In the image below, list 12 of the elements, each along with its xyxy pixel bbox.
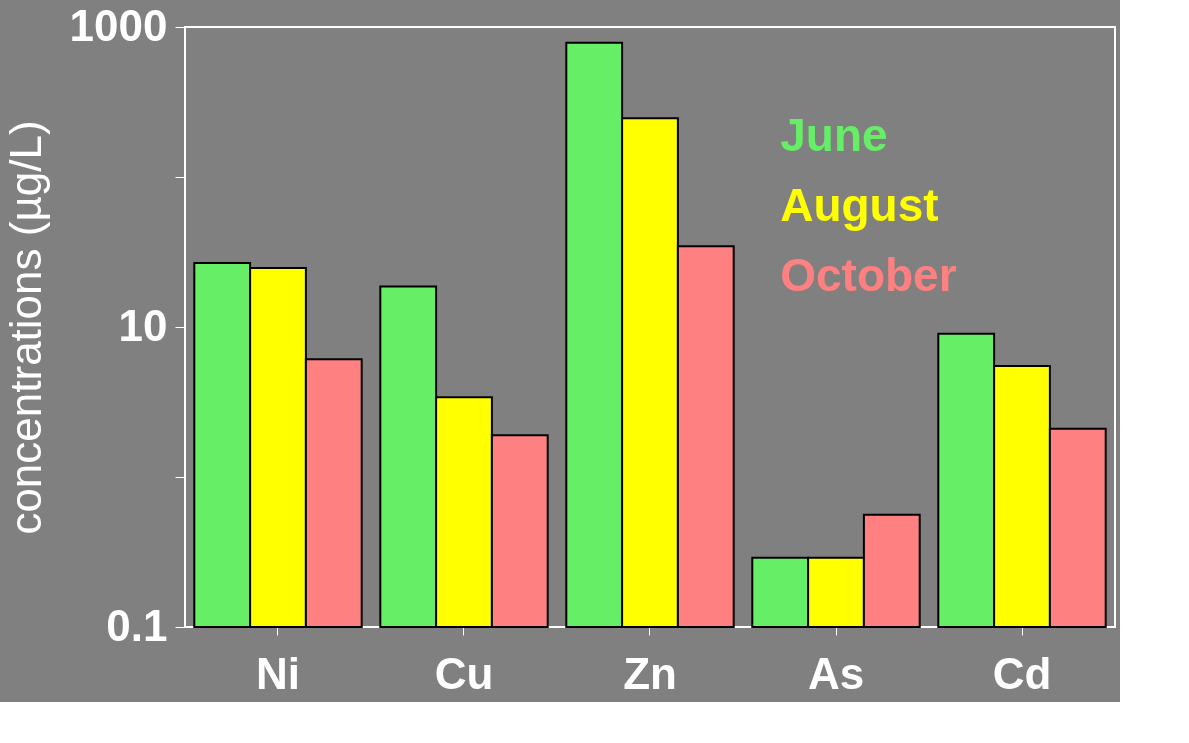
x-tick-label: Cu	[434, 648, 494, 698]
x-tick-label: Ni	[256, 648, 300, 698]
y-tick-label: 1000	[69, 0, 168, 50]
x-tick-label: Cd	[992, 648, 1052, 698]
series-label: October	[780, 249, 957, 301]
text: June	[780, 109, 888, 161]
text: August	[780, 179, 939, 231]
y-axis-title: concentrations (µg/L)	[0, 120, 50, 535]
x-tick-label: Zn	[623, 648, 677, 698]
y-tick-label: 10	[118, 300, 168, 350]
x-tick-label: As	[807, 648, 865, 698]
y-tick-label: 0.1	[106, 600, 168, 650]
